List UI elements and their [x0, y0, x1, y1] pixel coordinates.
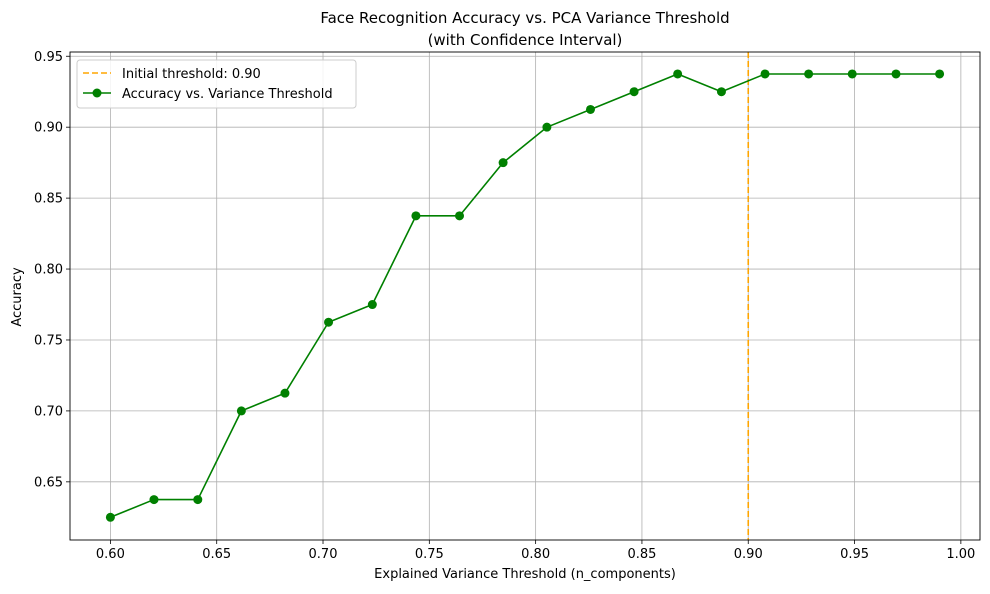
axes-frame [69, 51, 981, 541]
x-tick-label: 0.95 [840, 547, 869, 562]
legend-reference-label: Initial threshold: 0.90 [122, 67, 261, 82]
y-axis-label: Accuracy [10, 267, 25, 327]
plot-frame [69, 51, 981, 541]
data-point [411, 211, 421, 221]
x-axis-label: Explained Variance Threshold (n_componen… [374, 567, 676, 582]
chart-title: Face Recognition Accuracy vs. PCA Varian… [320, 9, 729, 27]
series-layer [105, 69, 945, 522]
y-tick-label: 0.90 [34, 121, 63, 136]
legend: Initial threshold: 0.90 Accuracy vs. Var… [76, 59, 357, 109]
x-tick-label: 0.85 [627, 547, 656, 562]
data-point [935, 69, 945, 79]
data-point [193, 495, 203, 505]
data-point [673, 69, 683, 79]
data-point [105, 512, 115, 522]
y-tick-label: 0.65 [34, 475, 63, 490]
data-point [236, 406, 246, 416]
data-point [280, 388, 290, 398]
legend-series-marker [92, 88, 102, 98]
x-tick-label: 0.80 [521, 547, 550, 562]
x-tick-label: 0.65 [202, 547, 231, 562]
data-point [760, 69, 770, 79]
x-tick-label: 0.70 [309, 547, 338, 562]
data-point [542, 122, 552, 132]
y-tick-label: 0.95 [34, 50, 63, 65]
data-point [629, 87, 639, 97]
data-point [891, 69, 901, 79]
x-tick-label: 0.60 [96, 547, 125, 562]
y-tick-label: 0.80 [34, 263, 63, 278]
y-tick-label: 0.85 [34, 192, 63, 207]
data-point [716, 87, 726, 97]
y-axis-ticks: 0.65 0.70 0.75 0.80 0.85 0.90 0.95 [34, 50, 70, 490]
x-axis-ticks: 0.60 0.65 0.70 0.75 0.80 0.85 0.90 0.95 1.00 [96, 540, 975, 562]
x-tick-label: 0.75 [415, 547, 444, 562]
legend-series-label: Accuracy vs. Variance Threshold [122, 87, 333, 102]
legend-box [76, 59, 357, 109]
y-tick-label: 0.70 [34, 404, 63, 419]
data-point [149, 495, 159, 505]
data-point [847, 69, 857, 79]
data-point [804, 69, 814, 79]
y-tick-label: 0.75 [34, 333, 63, 348]
series-line [110, 73, 940, 519]
data-point [324, 317, 334, 327]
data-point [367, 300, 377, 310]
x-tick-label: 0.90 [734, 547, 763, 562]
x-tick-label: 1.00 [946, 547, 975, 562]
data-point [455, 211, 465, 221]
grid [70, 52, 980, 540]
data-point [498, 158, 508, 168]
chart-subtitle: (with Confidence Interval) [428, 31, 623, 49]
data-point [585, 104, 595, 114]
